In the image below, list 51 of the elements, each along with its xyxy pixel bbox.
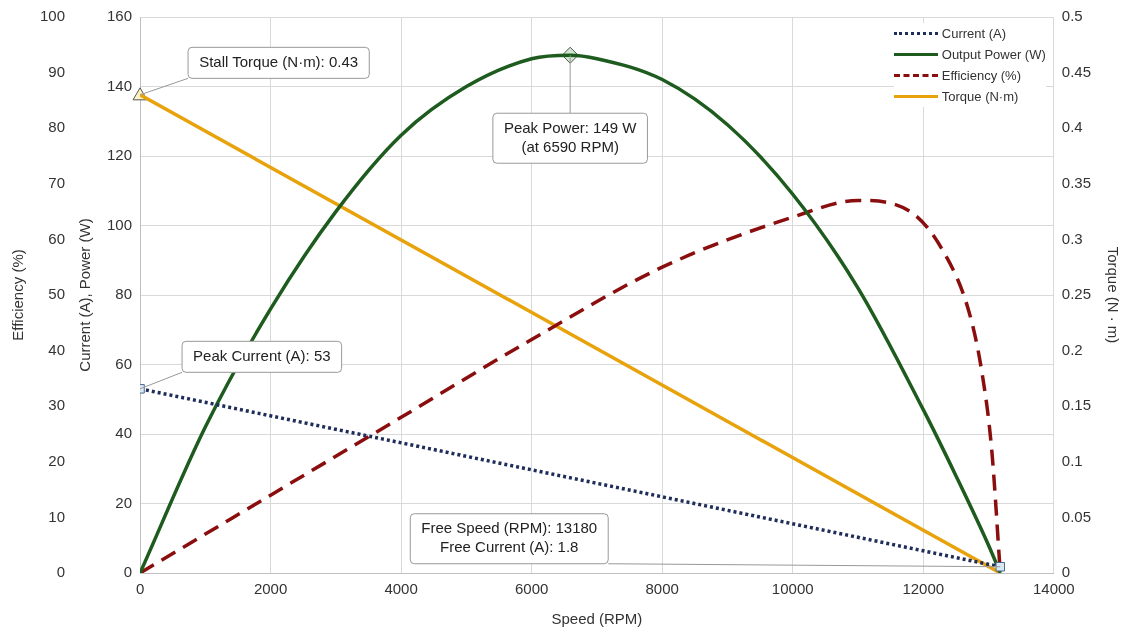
y-tick-label: 0 (123, 563, 133, 581)
x-tick-label: 6000 (514, 580, 549, 598)
y2-tick-label: 0.15 (1061, 396, 1092, 414)
x-tick-label: 14000 (1032, 580, 1075, 598)
x-tick-label: 8000 (645, 580, 679, 598)
y3-tick-label: 20 (48, 451, 66, 469)
y3-tick-label: 40 (48, 340, 66, 358)
x-tick-label: 2000 (253, 580, 288, 598)
y3-tick-label: 50 (48, 285, 66, 303)
y2-tick-label: 0.1 (1061, 451, 1083, 469)
x-axis-title: Speed (RPM) (551, 610, 643, 628)
y3-tick-label: 60 (48, 229, 66, 247)
y3-tick-label: 80 (48, 118, 66, 136)
x-tick-label: 12000 (902, 580, 945, 598)
y-tick-label: 100 (107, 215, 133, 233)
y-tick-label: 160 (107, 7, 133, 25)
y2-tick-label: 0 (1061, 563, 1071, 581)
annotation: Stall Torque (N·m): 0.43 (199, 52, 359, 70)
y3-tick-label: 0 (56, 563, 66, 581)
x-tick-label: 4000 (384, 580, 418, 598)
y-tick-label: 20 (115, 493, 133, 511)
y2-tick-label: 0.4 (1061, 118, 1083, 136)
x-tick-label: 10000 (771, 580, 814, 598)
annotation: Peak Power: 149 W (at 6590 RPM) (503, 118, 638, 155)
annotation: Peak Current (A): 53 (193, 346, 331, 364)
y2-tick-label: 0.05 (1061, 507, 1092, 525)
y-tick-label: 120 (107, 146, 133, 164)
y3-tick-label: 70 (48, 173, 66, 191)
y3-tick-label: 100 (40, 7, 66, 25)
y2-tick-label: 0.45 (1061, 62, 1092, 80)
x-tick-label: 0 (135, 580, 145, 598)
y2-axis-title: Torque (N · m) (1104, 246, 1122, 344)
y-tick-label: 40 (115, 424, 133, 442)
y3-tick-label: 30 (48, 396, 66, 414)
y3-axis-title: Efficiency (%) (9, 249, 27, 341)
y2-tick-label: 0.5 (1061, 7, 1083, 25)
y-tick-label: 140 (107, 76, 133, 94)
legend-label: Output Power (W) (941, 47, 1046, 62)
annotation: Free Speed (RPM): 13180 Free Current (A): 1.8 (421, 519, 598, 556)
y-tick-label: 80 (115, 285, 133, 303)
y2-tick-label: 0.35 (1061, 173, 1092, 191)
y3-tick-label: 10 (48, 507, 66, 525)
y-tick-label: 60 (115, 354, 133, 372)
legend-label: Efficiency (%) (941, 68, 1021, 83)
y2-tick-label: 0.3 (1061, 229, 1083, 247)
legend-label: Torque (N·m) (941, 89, 1019, 104)
legend-label: Current (A) (941, 26, 1007, 41)
y3-tick-label: 90 (48, 62, 66, 80)
y2-tick-label: 0.25 (1061, 285, 1092, 303)
y2-tick-label: 0.2 (1061, 340, 1083, 358)
y-axis-title: Current (A), Power (W) (76, 218, 94, 372)
